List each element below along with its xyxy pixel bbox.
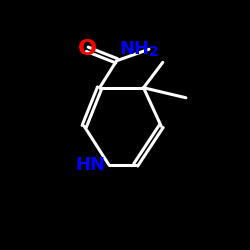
Text: HN: HN	[76, 156, 106, 174]
Text: 2: 2	[149, 44, 159, 59]
Text: O: O	[78, 39, 97, 59]
Text: NH: NH	[119, 40, 149, 58]
